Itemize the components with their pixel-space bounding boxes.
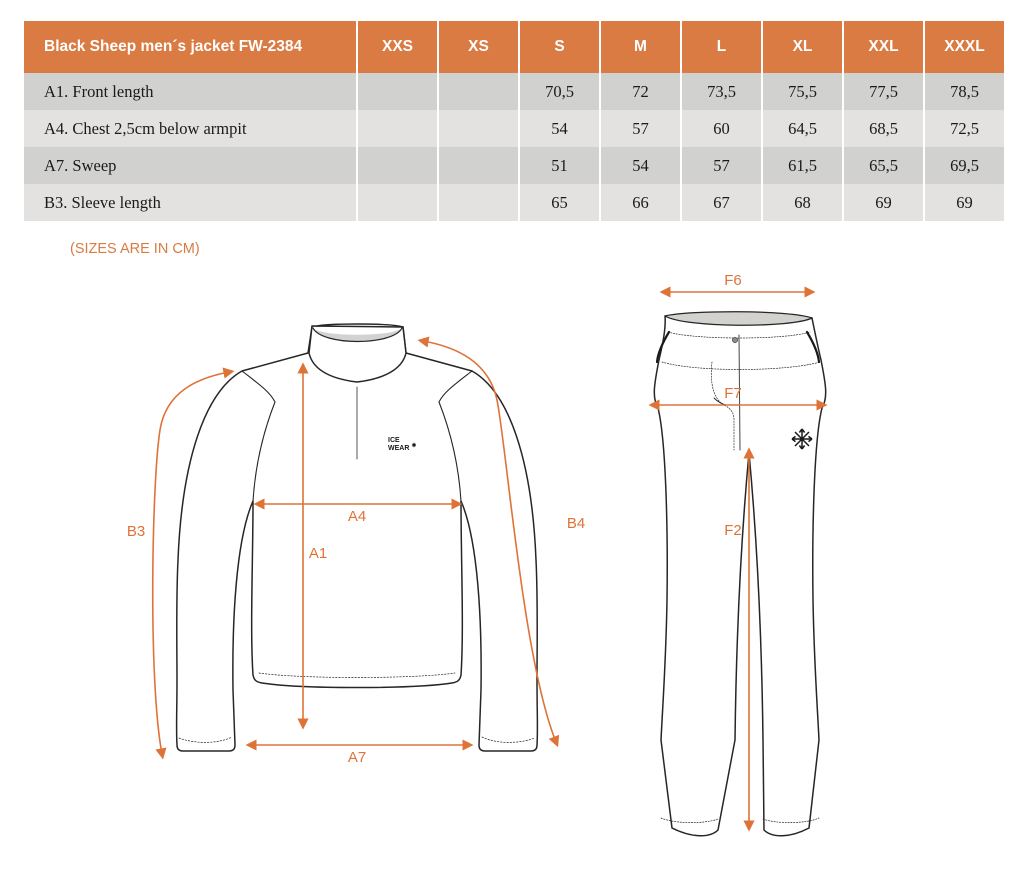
svg-text:B3: B3 xyxy=(127,523,145,540)
svg-text:F7: F7 xyxy=(724,385,742,402)
svg-text:ICE: ICE xyxy=(388,437,400,444)
svg-text:F2: F2 xyxy=(724,522,742,539)
svg-text:A7: A7 xyxy=(348,749,366,766)
svg-text:A1: A1 xyxy=(309,545,327,562)
svg-text:B4: B4 xyxy=(567,515,585,532)
svg-text:A4: A4 xyxy=(348,508,366,525)
svg-text:WEAR: WEAR xyxy=(388,445,409,452)
svg-text:F6: F6 xyxy=(724,272,742,289)
